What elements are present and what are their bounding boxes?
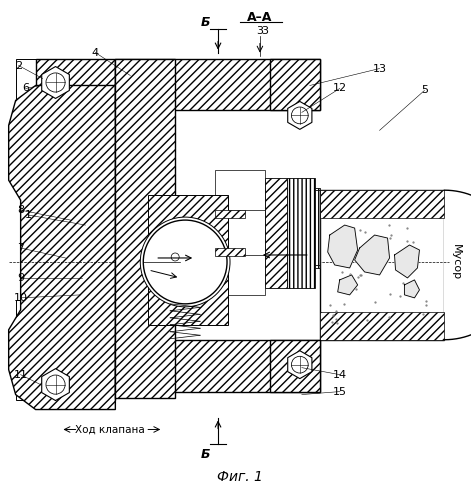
Text: Фиг. 1: Фиг. 1 [217,470,263,484]
Polygon shape [405,280,420,298]
Text: 6: 6 [22,84,29,94]
Bar [265,188,320,268]
Bar [320,190,444,218]
Text: 7: 7 [17,243,24,253]
Bar [16,300,115,400]
Text: 1: 1 [25,210,32,220]
Circle shape [140,217,230,307]
Circle shape [143,220,227,304]
Bar [215,248,245,256]
Bar [270,58,320,110]
Text: 12: 12 [333,84,347,94]
Polygon shape [42,368,69,400]
Circle shape [171,253,179,261]
Bar [215,255,265,295]
Text: 13: 13 [372,64,387,74]
Polygon shape [354,235,389,275]
Bar [35,58,115,400]
Bar [320,190,444,340]
Circle shape [291,107,308,124]
Text: Ход клапана: Ход клапана [76,424,145,434]
Circle shape [46,73,65,92]
Text: Б: Б [200,16,210,29]
Polygon shape [395,245,420,278]
Bar [115,58,175,398]
Bar [320,312,444,340]
Bar [265,190,320,265]
Text: 15: 15 [333,386,347,396]
Text: 9: 9 [17,273,24,283]
Text: 8: 8 [17,205,24,215]
Bar [215,210,245,218]
Text: 5: 5 [421,86,428,96]
Polygon shape [42,66,69,98]
Polygon shape [444,190,472,340]
Text: 10: 10 [14,293,28,303]
Bar [16,58,115,148]
Text: 3: 3 [256,26,263,36]
Text: Б: Б [200,448,210,461]
Bar [287,178,315,288]
Text: 2: 2 [15,60,22,70]
Bar [115,340,320,392]
Polygon shape [288,102,312,130]
Text: 11: 11 [14,370,28,380]
Bar [270,340,320,392]
Circle shape [46,375,65,394]
Text: 14: 14 [333,370,347,380]
Text: А–А: А–А [247,11,273,24]
Polygon shape [288,350,312,378]
Polygon shape [328,225,358,268]
Text: 4: 4 [92,48,99,58]
Bar [265,178,287,288]
Bar [148,195,228,325]
Text: Мусор: Мусор [451,244,461,280]
Bar [115,58,320,110]
Text: 3: 3 [261,26,269,36]
Polygon shape [8,86,115,409]
Bar [215,170,265,210]
Circle shape [291,356,308,373]
Polygon shape [337,275,358,295]
